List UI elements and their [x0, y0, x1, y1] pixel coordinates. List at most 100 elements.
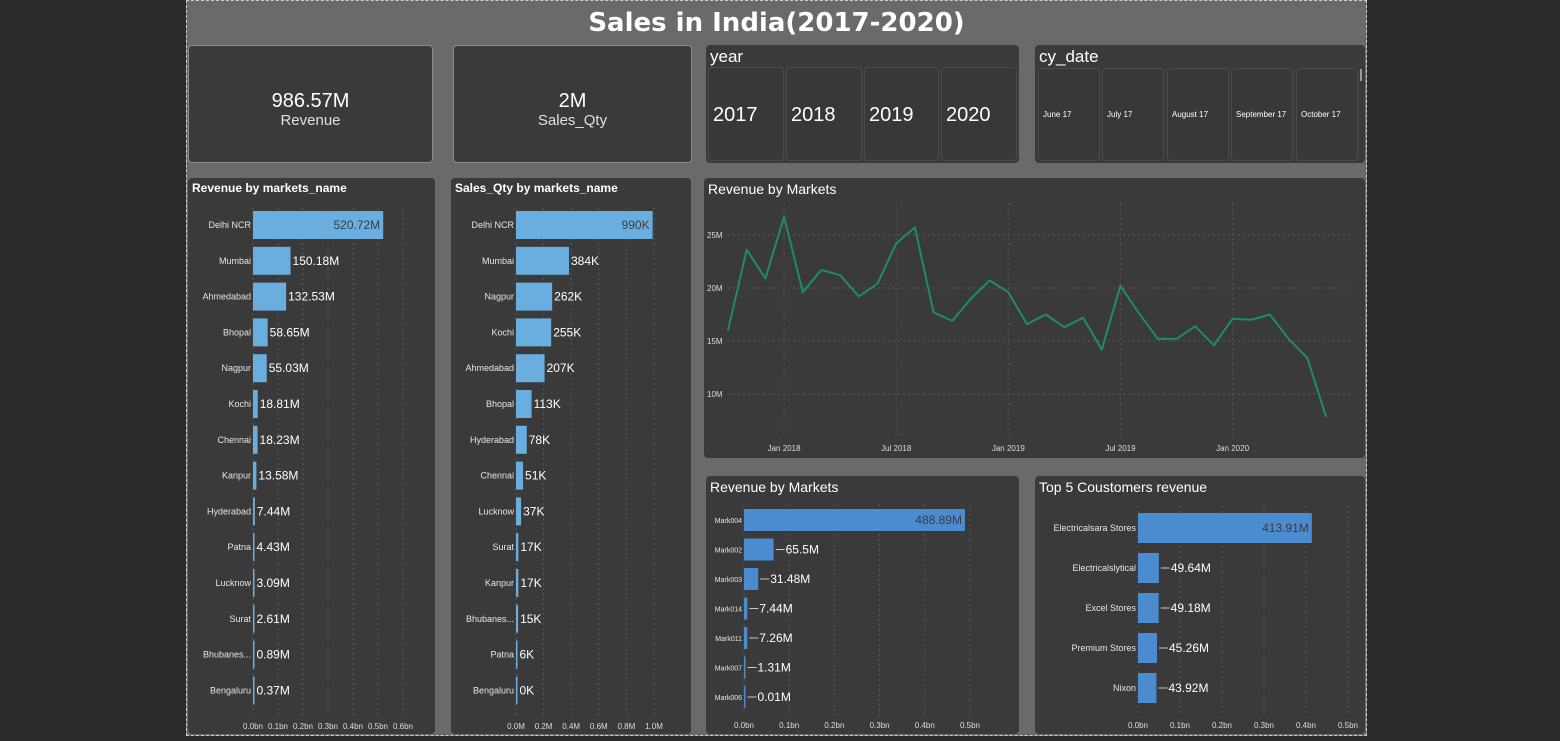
sales-qty-value: 2M	[558, 90, 587, 112]
date-option-july-17[interactable]: July 17	[1102, 68, 1164, 161]
x-tick-label: 0.2M	[535, 722, 553, 731]
data-point	[1175, 338, 1178, 340]
category-label: Chennai	[217, 435, 251, 445]
x-tick-label: Jan 2020	[1216, 444, 1249, 453]
x-tick-label: 0.8M	[618, 722, 636, 731]
year-option-2018[interactable]: 2018	[786, 67, 862, 161]
top-customers-chart: 0.0bn 0.1bn 0.2bn 0.3bn 0.4bn 0.5bn Electrical…	[1053, 506, 1358, 730]
bar	[516, 390, 532, 418]
sales-qty-by-market-panel[interactable]: Sales_Qty by markets_name 0.0M 0.2M 0.4M 0.…	[451, 178, 691, 734]
x-tick-label: 0.2bn	[1212, 721, 1232, 730]
x-tick-label: Jul 2019	[1105, 444, 1136, 453]
revenue-trend-panel[interactable]: Revenue by Markets 10M 15M 20M 25M Jan 2018 J…	[704, 178, 1365, 458]
x-tick-label: 0.1bn	[268, 722, 288, 731]
revenue-by-market-code-panel[interactable]: Revenue by Markets 0.0bn 0.1bn 0.2bn 0.3bn 0…	[706, 476, 1019, 734]
x-tick-label: 0.2bn	[293, 722, 313, 731]
sales-qty-label: Sales_Qty	[537, 112, 608, 129]
year-option-2019[interactable]: 2019	[864, 67, 939, 161]
bar	[516, 282, 553, 311]
dashboard-title: Sales in India(2017-2020)	[588, 8, 965, 38]
bar	[516, 604, 519, 633]
data-label: 1.31M	[758, 661, 791, 675]
data-point	[988, 279, 991, 282]
x-tick-label: 1.0M	[645, 722, 663, 731]
bar	[1138, 593, 1159, 623]
data-label: 58.65M	[270, 325, 310, 339]
date-option-october-17[interactable]: October 17	[1296, 68, 1358, 161]
category-label: Kanpur	[485, 578, 514, 588]
category-label: Bhopal	[223, 327, 251, 337]
category-label: Bhopal	[486, 399, 514, 409]
slicer-scrollbar[interactable]	[1360, 69, 1362, 81]
revenue-trend-chart: 10M 15M 20M 25M Jan 2018 Jul 2018 Jan 2019 Jul …	[707, 203, 1354, 453]
sales-qty-by-market-title: Sales_Qty by markets_name	[455, 181, 618, 195]
category-label: Lucknow	[478, 506, 514, 516]
bar	[744, 509, 965, 531]
category-label: Patna	[227, 542, 251, 552]
date-option-june-17[interactable]: June 17	[1038, 68, 1100, 161]
data-label: 49.64M	[1171, 561, 1211, 575]
data-point	[1063, 326, 1066, 329]
top-customers-panel[interactable]: Top 5 Coustomers revenue 0.0bn 0.1bn 0.2bn…	[1035, 476, 1365, 734]
data-point	[1082, 316, 1084, 319]
x-tick-label: 0.3bn	[318, 722, 338, 731]
category-label: Surat	[492, 542, 514, 552]
data-point	[1119, 285, 1122, 287]
data-point	[932, 311, 935, 314]
bar	[253, 640, 255, 669]
category-label: Mumbai	[219, 256, 251, 266]
cy-date-slicer-title: cy_date	[1039, 47, 1099, 66]
data-point	[783, 216, 785, 218]
x-tick-label: 0.4bn	[1296, 721, 1316, 730]
bar	[516, 318, 552, 347]
revenue-value: 986.57M	[271, 90, 350, 112]
data-label: 132.53M	[288, 290, 335, 304]
year-option-2020[interactable]: 2020	[941, 67, 1017, 161]
data-point	[839, 274, 841, 277]
data-point	[1007, 291, 1010, 293]
category-label: Kochi	[228, 399, 251, 409]
data-label: 262K	[554, 290, 582, 304]
data-label: 43.92M	[1168, 681, 1208, 695]
revenue-card[interactable]: 986.57M Revenue	[188, 45, 433, 163]
category-label: Surat	[229, 614, 251, 624]
bar	[516, 676, 518, 705]
year-slicer[interactable]: year 2017 2018 2019 2020	[706, 45, 1019, 163]
data-label: 2.61M	[257, 612, 290, 626]
category-label: Kanpur	[222, 471, 251, 481]
bar	[516, 497, 522, 526]
data-point	[1325, 415, 1327, 418]
revenue-by-market-chart: 0.0bn 0.1bn 0.2bn 0.3bn 0.4bn 0.5bn 0.6bn Delhi…	[202, 208, 413, 731]
bar	[1138, 673, 1157, 703]
category-label: Hyderabad	[207, 506, 251, 516]
bar	[516, 211, 653, 239]
bar	[516, 461, 524, 490]
bar	[253, 318, 268, 347]
bar	[253, 390, 258, 418]
data-label: 520.72M	[333, 218, 380, 232]
data-point	[1138, 312, 1140, 315]
data-label: 7.44M	[257, 504, 290, 518]
data-label: 49.18M	[1171, 601, 1211, 615]
date-option-september-17[interactable]: September 17	[1231, 68, 1293, 161]
x-tick-label: 0.0bn	[734, 721, 754, 730]
category-label: Mark011	[715, 636, 742, 643]
data-label: 17K	[520, 540, 541, 554]
revenue-by-market-code-title: Revenue by Markets	[710, 479, 839, 495]
data-label: 13.58M	[258, 469, 298, 483]
date-option-august-17[interactable]: August 17	[1167, 68, 1229, 161]
cy-date-slicer[interactable]: cy_date June 17 July 17 August 17 Septem…	[1035, 45, 1365, 163]
data-point	[970, 297, 972, 300]
revenue-by-market-panel[interactable]: Revenue by markets_name 0.0bn 0.1bn 0.2bn 0…	[188, 178, 435, 734]
data-point	[876, 282, 879, 285]
data-label: 413.91M	[1262, 521, 1309, 535]
sales-qty-card[interactable]: 2M Sales_Qty	[453, 45, 692, 163]
y-tick-label: 25M	[707, 231, 723, 240]
bar	[253, 497, 255, 526]
bar	[516, 640, 518, 669]
y-tick-label: 15M	[707, 337, 723, 346]
category-label: Bengaluru	[210, 685, 251, 695]
x-tick-label: 0.0M	[507, 722, 525, 731]
year-option-2017[interactable]: 2017	[708, 67, 784, 161]
data-point	[1044, 313, 1047, 316]
